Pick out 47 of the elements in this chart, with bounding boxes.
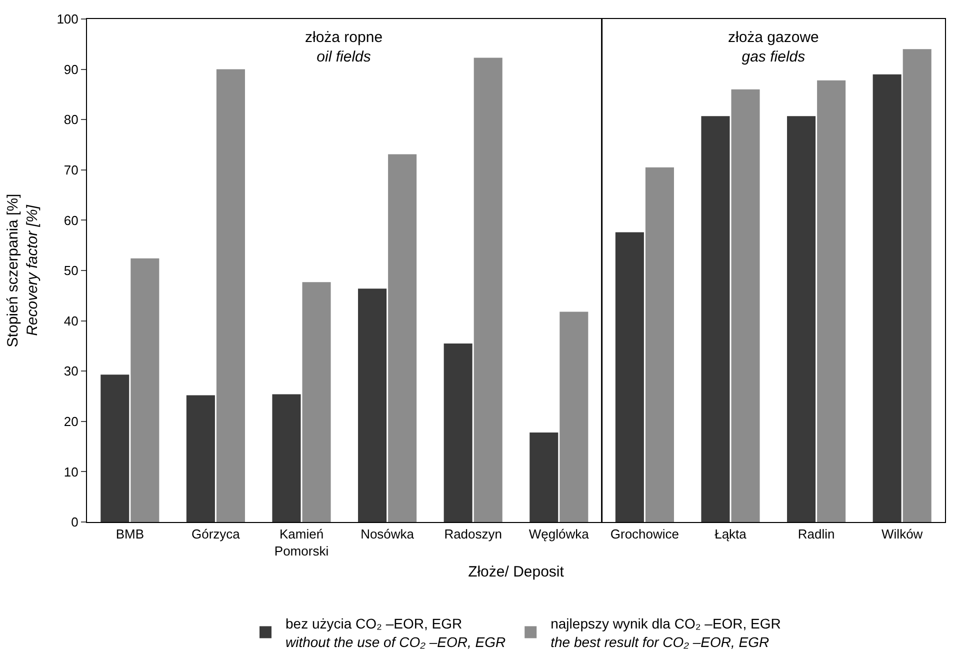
y-tick-label: 40 [64, 313, 78, 328]
bar [817, 80, 846, 522]
y-tick-label: 0 [71, 514, 78, 530]
legend-label: najlepszy wynik dla CO₂ –EOR, EGR the best result for CO₂ –EOR, EGR [550, 616, 781, 650]
y-tick-label: 60 [64, 212, 78, 228]
bar [388, 154, 417, 522]
x-tick-label: Grochowice [610, 526, 680, 542]
y-tick-label: 50 [64, 263, 78, 278]
bar [787, 116, 816, 522]
bar [560, 312, 588, 522]
bar [216, 69, 245, 522]
y-tick-label: 90 [64, 62, 78, 77]
x-tick-label: Łąkta [714, 526, 748, 542]
bar [358, 288, 387, 522]
x-tick-label: Nosówka [360, 526, 415, 542]
bar [615, 232, 644, 522]
x-axis-title: Złoże/ Deposit [468, 564, 565, 580]
bar [272, 394, 301, 522]
y-tick-label: 70 [64, 162, 78, 178]
x-tick-label: Radlin [798, 526, 835, 542]
x-tick-label: Węglówka [528, 526, 590, 542]
bar [731, 89, 760, 522]
bar [444, 343, 472, 522]
bar [302, 282, 331, 522]
bar [130, 258, 160, 522]
bar [100, 374, 130, 522]
y-tick-label: 20 [64, 414, 78, 429]
y-tick-label: 100 [56, 12, 78, 27]
y-axis-title: Stopień sczerpania [%] Recovery factor [%] [4, 194, 41, 348]
bar [474, 58, 502, 522]
y-tick-label: 10 [64, 464, 78, 480]
bar [530, 432, 558, 522]
x-tick-label: BMB [116, 526, 144, 542]
bar [902, 49, 932, 522]
legend-label: bez użycia CO₂ –EOR, EGR without the use of CO₂ –EOR, EGR [286, 616, 506, 650]
y-tick-label: 80 [64, 112, 78, 128]
x-tick-label: Kamień Pomorski [274, 526, 329, 558]
x-tick-label: Radoszyn [444, 526, 502, 542]
annotation: złoża ropne oil fields [305, 29, 383, 66]
bar [186, 395, 215, 522]
bar [701, 116, 730, 522]
x-tick-label: Górzyca [191, 526, 241, 542]
x-tick-label: Wilków [882, 526, 924, 542]
annotation: złoża gazowe gas fields [728, 29, 819, 66]
bar [645, 167, 674, 522]
bar [872, 74, 902, 522]
y-tick-label: 30 [64, 364, 78, 379]
